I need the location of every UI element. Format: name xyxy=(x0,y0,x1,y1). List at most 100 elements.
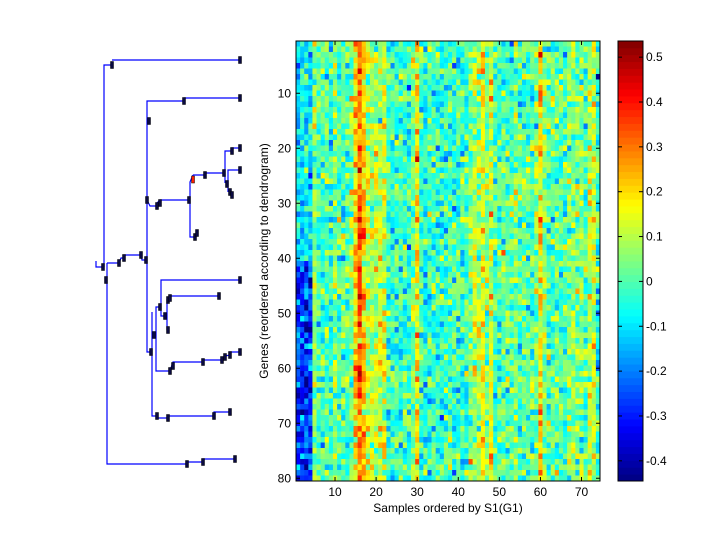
heatmap-cell xyxy=(337,338,341,344)
heatmap-cell xyxy=(448,118,452,124)
heatmap-cell xyxy=(456,162,460,168)
heatmap-cell xyxy=(518,140,522,146)
heatmap-cell xyxy=(427,118,431,124)
heatmap-cell xyxy=(571,338,575,344)
heatmap-cell xyxy=(559,239,563,245)
heatmap-cell xyxy=(555,146,559,152)
heatmap-cell xyxy=(477,47,481,53)
heatmap-cell xyxy=(390,256,394,262)
heatmap-cell xyxy=(349,184,353,190)
heatmap-cell xyxy=(366,41,370,47)
heatmap-cell xyxy=(337,69,341,75)
heatmap-cell xyxy=(522,91,526,97)
heatmap-cell xyxy=(493,212,497,218)
heatmap-cell xyxy=(415,179,419,185)
heatmap-cell xyxy=(436,355,440,361)
heatmap-cell xyxy=(514,333,518,339)
heatmap-cell xyxy=(436,256,440,262)
heatmap-cell xyxy=(345,47,349,53)
heatmap-cell xyxy=(345,272,349,278)
heatmap-cell xyxy=(489,283,493,289)
heatmap-cell xyxy=(399,250,403,256)
heatmap-cell xyxy=(571,140,575,146)
heatmap-cell xyxy=(312,190,316,196)
heatmap-cell xyxy=(538,91,542,97)
heatmap-cell xyxy=(427,327,431,333)
heatmap-cell xyxy=(436,245,440,251)
heatmap-cell xyxy=(444,261,448,267)
heatmap-cell xyxy=(308,201,312,207)
heatmap-cell xyxy=(481,278,485,284)
heatmap-cell xyxy=(427,239,431,245)
heatmap-cell xyxy=(415,344,419,350)
heatmap-cell xyxy=(427,344,431,350)
heatmap-cell xyxy=(481,151,485,157)
heatmap-cell xyxy=(469,278,473,284)
heatmap-cell xyxy=(395,377,399,383)
heatmap-cell xyxy=(501,173,505,179)
heatmap-cell xyxy=(329,212,333,218)
heatmap-cell xyxy=(407,102,411,108)
heatmap-cell xyxy=(382,195,386,201)
heatmap-cell xyxy=(362,382,366,388)
heatmap-cell xyxy=(300,234,304,240)
heatmap-cell xyxy=(501,52,505,58)
heatmap-cell xyxy=(411,58,415,64)
heatmap-cell xyxy=(469,327,473,333)
heatmap-cell xyxy=(370,80,374,86)
heatmap-cell xyxy=(419,63,423,69)
heatmap-cell xyxy=(427,124,431,130)
heatmap-cell xyxy=(477,338,481,344)
heatmap-cell xyxy=(547,382,551,388)
heatmap-cell xyxy=(510,41,514,47)
heatmap-cell xyxy=(296,118,300,124)
heatmap-cell xyxy=(514,305,518,311)
heatmap-cell xyxy=(366,179,370,185)
heatmap-cell xyxy=(354,135,358,141)
heatmap-cell xyxy=(473,91,477,97)
heatmap-cell xyxy=(547,283,551,289)
heatmap-cell xyxy=(473,102,477,108)
heatmap-cell xyxy=(456,96,460,102)
heatmap-cell xyxy=(518,234,522,240)
heatmap-cell xyxy=(551,272,555,278)
heatmap-cell xyxy=(530,140,534,146)
heatmap-cell xyxy=(534,305,538,311)
heatmap-cell xyxy=(538,80,542,86)
heatmap-cell xyxy=(592,118,596,124)
heatmap-cell xyxy=(419,228,423,234)
heatmap-cell xyxy=(551,212,555,218)
heatmap-cell xyxy=(419,151,423,157)
heatmap-cell xyxy=(304,283,308,289)
heatmap-cell xyxy=(427,151,431,157)
heatmap-cell xyxy=(485,146,489,152)
heatmap-cell xyxy=(349,311,353,317)
heatmap-cell xyxy=(485,118,489,124)
heatmap-cell xyxy=(464,162,468,168)
heatmap-cell xyxy=(538,146,542,152)
heatmap-cell xyxy=(386,311,390,317)
heatmap-cell xyxy=(403,344,407,350)
heatmap-cell xyxy=(542,261,546,267)
heatmap-cell xyxy=(497,146,501,152)
heatmap-cell xyxy=(538,349,542,355)
heatmap-cell xyxy=(444,69,448,75)
heatmap-cell xyxy=(415,217,419,223)
heatmap-cell xyxy=(358,344,362,350)
heatmap-cell xyxy=(542,399,546,405)
heatmap-cell xyxy=(317,316,321,322)
heatmap-cell xyxy=(575,206,579,212)
heatmap-cell xyxy=(452,223,456,229)
heatmap-cell xyxy=(354,58,358,64)
heatmap-cell xyxy=(481,399,485,405)
heatmap-cell xyxy=(497,107,501,113)
heatmap-cell xyxy=(473,404,477,410)
heatmap-cell xyxy=(300,184,304,190)
heatmap-cell xyxy=(407,327,411,333)
heatmap-cell xyxy=(567,63,571,69)
heatmap-cell xyxy=(296,173,300,179)
heatmap-cell xyxy=(354,366,358,372)
heatmap-cell xyxy=(563,228,567,234)
heatmap-cell xyxy=(489,289,493,295)
heatmap-cell xyxy=(563,377,567,383)
